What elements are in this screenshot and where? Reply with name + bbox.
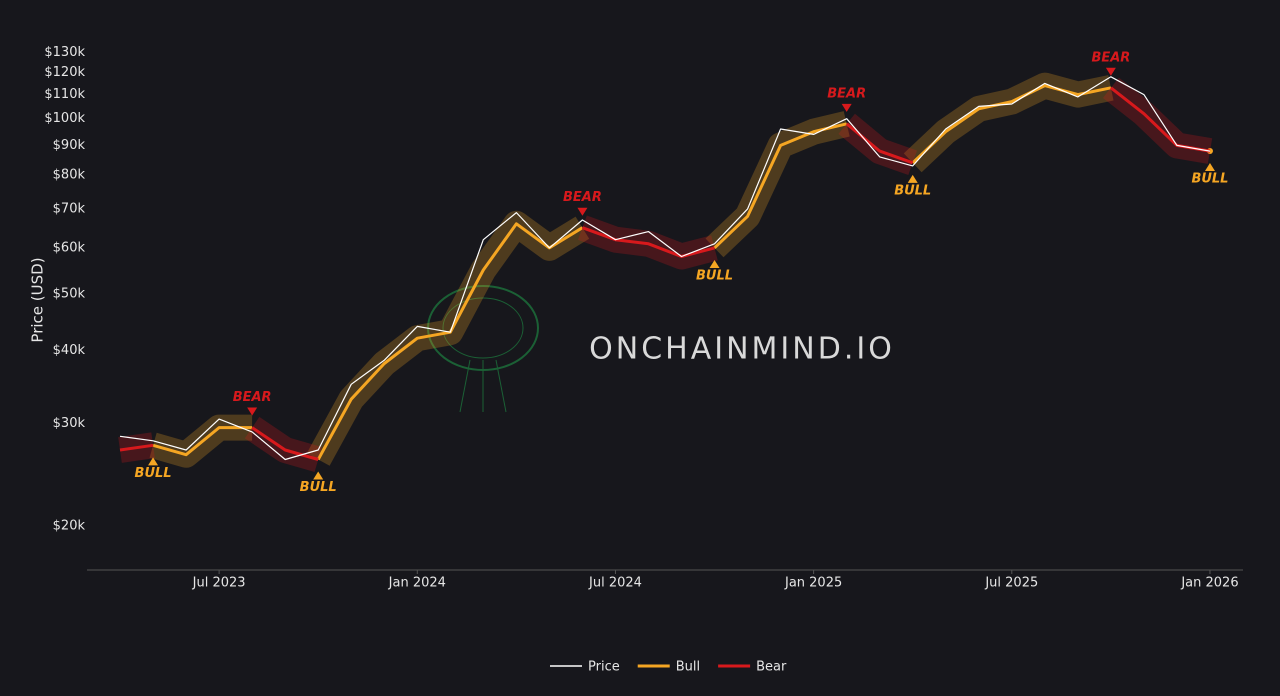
series-line — [119, 443, 154, 452]
x-tick-label: Jul 2025 — [984, 576, 1038, 591]
signal-label: BULL — [135, 466, 172, 481]
y-tick-label: $40k — [53, 343, 86, 358]
series-line — [251, 426, 319, 461]
signal-marker — [577, 207, 588, 216]
y-tick-label: $110k — [44, 87, 85, 102]
legend-label: Bull — [676, 660, 700, 675]
signal-label: BULL — [300, 480, 337, 495]
signal-label: BEAR — [563, 190, 602, 205]
signal-marker — [313, 471, 324, 480]
series-line — [152, 426, 253, 457]
x-tick-label: Jan 2024 — [388, 576, 446, 591]
y-tick-label: $90k — [53, 138, 86, 153]
y-tick-label: $130k — [44, 45, 85, 60]
x-tick-label: Jan 2025 — [784, 576, 842, 591]
y-tick-label: $30k — [53, 416, 86, 431]
series-line — [119, 76, 1211, 461]
y-tick-label: $70k — [53, 201, 86, 216]
signal-marker — [1105, 67, 1116, 76]
signal-label: BULL — [1191, 172, 1228, 187]
legend-label: Bear — [756, 660, 787, 675]
y-tick-label: $60k — [53, 240, 86, 255]
signal-marker — [1204, 163, 1215, 172]
signal-label: BULL — [894, 183, 931, 198]
series-line — [845, 122, 914, 165]
signal-marker — [841, 103, 852, 112]
signal-label: BULL — [696, 268, 733, 283]
y-axis-label: Price (USD) — [29, 257, 47, 342]
x-tick-label: Jul 2023 — [192, 576, 246, 591]
watermark: ONCHAINMIND.IO — [589, 332, 895, 367]
x-tick-label: Jan 2026 — [1180, 576, 1238, 591]
signal-marker — [247, 407, 258, 416]
series-line — [911, 84, 1112, 164]
y-tick-label: $80k — [53, 168, 86, 183]
signal-marker — [148, 457, 159, 466]
signal-label: BEAR — [827, 86, 866, 101]
y-tick-label: $120k — [44, 65, 85, 80]
signal-marker — [709, 259, 720, 268]
signal-label: BEAR — [1091, 50, 1130, 65]
x-tick-label: Jul 2024 — [588, 576, 642, 591]
signal-marker — [907, 174, 918, 183]
series-line — [581, 226, 715, 258]
y-tick-label: $50k — [53, 287, 86, 302]
signal-label: BEAR — [233, 390, 272, 405]
y-tick-label: $100k — [44, 111, 85, 126]
y-tick-label: $20k — [53, 518, 86, 533]
legend-label: Price — [588, 660, 620, 675]
